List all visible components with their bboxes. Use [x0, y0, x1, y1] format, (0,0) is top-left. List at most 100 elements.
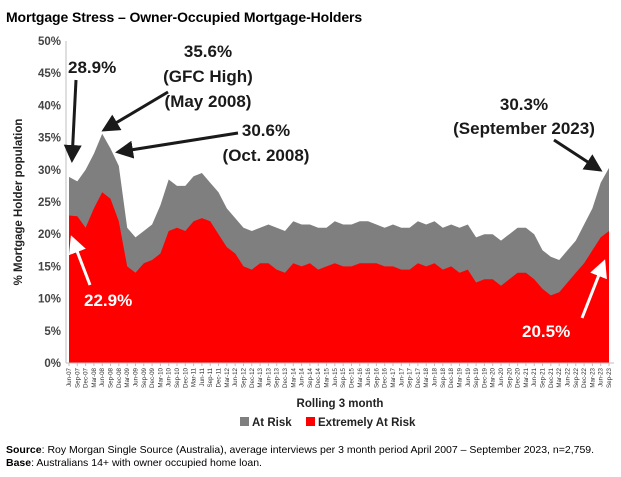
arrow-start-extremely-at-risk	[68, 235, 92, 286]
arrow-gfc-high	[101, 90, 169, 132]
x-tick-label: Sep-16	[373, 367, 380, 388]
x-tick-label: Jun-07	[66, 367, 73, 386]
y-tick-label: 10%	[38, 294, 61, 306]
x-tick-label: Mar-13	[257, 367, 264, 387]
x-tick-label: Dec-19	[481, 367, 488, 388]
annotation-start-extremely-at-risk: 22.9%	[84, 291, 132, 310]
x-tick-label: Dec-15	[349, 367, 356, 388]
annotation-gfc-high-label: (GFC High)	[163, 67, 253, 86]
x-tick-label: Mar-12	[224, 367, 231, 387]
legend-label-at-risk: At Risk	[252, 417, 292, 429]
x-tick-label: Jun-13	[265, 367, 272, 386]
x-tick-label: Dec-09	[149, 367, 156, 388]
x-tick-label: Sep-18	[440, 367, 447, 388]
y-tick-label: 25%	[38, 197, 61, 209]
x-tick-label: Sep-21	[540, 367, 547, 388]
x-tick-label: Jun-15	[332, 367, 339, 386]
legend-label-extremely-at-risk: Extremely At Risk	[318, 417, 416, 429]
x-tick-label: Jun-17	[398, 367, 405, 386]
chart-title: Mortgage Stress – Owner-Occupied Mortgag…	[6, 9, 363, 25]
x-tick-label: Jun-16	[365, 367, 372, 386]
x-tick-label: Sep-22	[573, 367, 580, 388]
x-tick-label: Sep-19	[473, 367, 480, 388]
x-tick-label: Dec-17	[415, 367, 422, 388]
base-line: Base: Australians 14+ with owner occupie…	[6, 457, 616, 470]
x-tick-label: Dec-07	[83, 367, 90, 388]
y-tick-label: 50%	[38, 36, 61, 48]
x-tick-label: Mar-08	[91, 367, 98, 387]
annotation-sep-2023-date: (September 2023)	[453, 119, 595, 138]
x-tick-label: Mar-17	[390, 367, 397, 387]
y-tick-label: 20%	[38, 229, 61, 241]
x-tick-label: Dec-12	[249, 367, 256, 388]
x-tick-label: Mar-21	[523, 367, 530, 387]
y-axis-label: % Mortgage Holder population	[13, 119, 25, 286]
source-line: Source: Roy Morgan Single Source (Austra…	[6, 444, 616, 457]
x-tick-label: Sep-08	[108, 367, 115, 388]
x-tick-label: Mar-20	[490, 367, 497, 387]
x-tick-label: Mar-18	[423, 367, 430, 387]
x-tick-label: Sep-09	[141, 367, 148, 388]
annotation-oct-2008-value: 30.6%	[242, 121, 290, 140]
arrow-oct-2008	[115, 131, 239, 159]
x-tick-label: Dec-14	[315, 367, 322, 388]
x-tick-label: Mar-11	[191, 367, 198, 387]
mortgage-stress-chart: 0%5%10%15%20%25%30%35%40%45%50% Jun-07 Se…	[13, 36, 614, 429]
x-tick-label: Jun-08	[99, 367, 106, 386]
source-text: : Roy Morgan Single Source (Australia), …	[41, 444, 595, 456]
x-tick-label: Jun-22	[565, 367, 572, 386]
x-tick-label: Dec-18	[448, 367, 455, 388]
x-tick-label: Sep-10	[174, 367, 181, 388]
area-extremely-at-risk	[69, 192, 609, 363]
x-tick-label: Jun-19	[465, 367, 472, 386]
annotation-gfc-high-date: (May 2008)	[165, 92, 252, 111]
y-tick-label: 40%	[38, 100, 61, 112]
x-tick-label: Dec-22	[581, 367, 588, 388]
x-tick-label: Mar-16	[357, 367, 364, 387]
x-tick-label: Sep-13	[274, 367, 281, 388]
x-tick-label: Mar-19	[457, 367, 464, 387]
y-tick-label: 0%	[44, 358, 61, 370]
base-label: Base	[6, 457, 32, 469]
x-tick-label: Jun-18	[432, 367, 439, 386]
x-tick-label: Jun-14	[299, 367, 306, 386]
x-tick-label: Dec-21	[548, 367, 555, 388]
x-tick-label: Mar-23	[589, 367, 596, 387]
x-tick-label: Jun-11	[199, 367, 206, 386]
y-tick-label: 15%	[38, 261, 61, 273]
x-tick-label: Dec-13	[282, 367, 289, 388]
area-series-group	[69, 133, 609, 363]
x-tick-label: Sep-07	[74, 367, 81, 388]
x-tick-label: Sep-11	[207, 367, 214, 387]
annotation-oct-2008-date: (Oct. 2008)	[223, 146, 310, 165]
x-tick-label: Dec-16	[382, 367, 389, 388]
arrow-sep-2023-at-risk	[553, 138, 603, 172]
x-tick-label: Dec-08	[116, 367, 123, 388]
base-text: : Australians 14+ with owner occupied ho…	[31, 457, 262, 469]
x-tick-label: Mar-09	[124, 367, 131, 387]
annotation-gfc-high-value: 35.6%	[184, 42, 232, 61]
source-label: Source	[6, 444, 42, 456]
x-tick-label: Mar-22	[556, 367, 563, 387]
x-tick-label: Sep-20	[506, 367, 513, 388]
x-tick-label: Sep-14	[307, 367, 314, 388]
y-tick-label: 35%	[38, 133, 61, 145]
x-tick-label: Sep-15	[340, 367, 347, 388]
legend-swatch-extremely-at-risk	[306, 417, 315, 426]
y-tick-label: 5%	[44, 326, 61, 338]
x-axis-label: Rolling 3 month	[297, 398, 384, 410]
x-tick-label: Mar-10	[157, 367, 164, 387]
x-tick-label: Jun-12	[232, 367, 239, 386]
x-tick-label: Jun-23	[598, 367, 605, 386]
x-tick-label: Dec-20	[515, 367, 522, 388]
x-tick-label: Mar-15	[324, 367, 331, 387]
annotation-end-extremely-at-risk: 20.5%	[522, 322, 570, 341]
x-tick-label: Mar-14	[290, 367, 297, 387]
annotation-sep-2023-value: 30.3%	[500, 95, 548, 114]
y-tick-labels: 0% 5% 10% 15% 20% 25% 30% 35% 40% 45% 50%	[38, 36, 61, 370]
x-tick-label: Jun-21	[531, 367, 538, 386]
x-tick-label: Jun-10	[166, 367, 173, 386]
arrow-sep-2023-extremely-at-risk	[580, 259, 607, 319]
x-tick-labels: Jun-07 Sep-07 Dec-07 Mar-08 Jun-08 Sep-08 Dec-…	[66, 363, 613, 388]
x-tick-label: Sep-17	[407, 367, 414, 388]
